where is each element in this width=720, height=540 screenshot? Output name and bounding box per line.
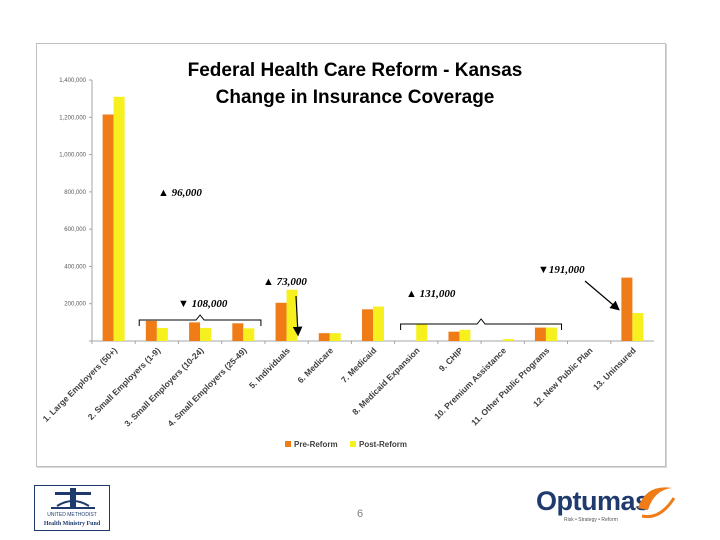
y-tick-label: 400,000 xyxy=(64,264,86,270)
y-tick-label: 1,200,000 xyxy=(59,115,86,121)
legend-label: Post-Reform xyxy=(359,440,407,449)
page-number: 6 xyxy=(356,508,364,520)
pre-reform-bar xyxy=(232,323,244,341)
category-label: 2. Small Employers (1-9) xyxy=(86,345,163,422)
post-reform-bar xyxy=(200,327,212,341)
category-label: 6. Medicare xyxy=(295,345,335,385)
united-methodist-logo: UNITED METHODIST Health Ministry Fund xyxy=(34,485,110,531)
church-cross-icon xyxy=(51,488,95,509)
post-reform-bar xyxy=(545,327,557,341)
legend-swatch xyxy=(350,441,356,447)
category-label: 10. Premium Assistance xyxy=(432,345,508,421)
category-label: 5. Individuals xyxy=(247,345,292,390)
annotation-label: ▲ 131,000 xyxy=(406,288,456,300)
chart-title: Federal Health Care Reform - Kansas Chan… xyxy=(160,57,550,111)
y-tick-label: 1,400,000 xyxy=(59,78,86,84)
post-reform-bar xyxy=(416,324,428,341)
pre-reform-bar xyxy=(275,302,287,341)
category-label: 3. Small Employers (10-24) xyxy=(122,345,205,428)
post-reform-bar xyxy=(502,339,514,341)
category-label: 7. Medicaid xyxy=(339,345,378,384)
category-label: 11. Other Public Programs xyxy=(469,345,551,427)
y-tick-label: 1,000,000 xyxy=(59,153,86,159)
legend-swatch xyxy=(285,441,291,447)
post-reform-bar xyxy=(329,333,341,341)
annotation-label: ▲ 73,000 xyxy=(263,276,307,288)
pre-reform-bar xyxy=(145,320,157,341)
chart-title-line1: Federal Health Care Reform - Kansas xyxy=(187,60,523,81)
brace xyxy=(138,314,262,326)
annotation-label: ▼ 108,000 xyxy=(178,298,228,310)
y-tick-label: 800,000 xyxy=(64,190,86,196)
pre-reform-bar xyxy=(189,322,201,341)
post-reform-bar xyxy=(373,306,384,341)
pre-reform-bar xyxy=(362,309,373,341)
logo-left-line2: Health Ministry Fund xyxy=(43,521,101,527)
optumas-logo: Optumas Risk • Strategy • Reform xyxy=(536,480,678,528)
category-label: 1. Large Employers (50+) xyxy=(41,345,120,424)
post-reform-bar xyxy=(156,327,168,341)
annotations: ▲ 96,000 ▼ 108,000 ▲ 73,000 ▲ 131,000 ▼191,0… xyxy=(138,187,620,337)
annotation-label: ▼191,000 xyxy=(538,264,585,276)
legend-label: Pre-Reform xyxy=(294,440,338,449)
y-tick-label: 600,000 xyxy=(64,227,86,233)
post-reform-bar xyxy=(243,328,255,341)
category-label: 4. Small Employers (25-49) xyxy=(165,345,248,428)
optumas-wordmark: Optumas xyxy=(536,486,650,516)
post-reform-bar xyxy=(286,289,298,341)
legend: Pre-Reform Post-Reform xyxy=(285,440,407,449)
chart-title-line2: Change in Insurance Coverage xyxy=(215,87,495,108)
chart-frame xyxy=(36,43,666,467)
logo-left-line1: UNITED METHODIST xyxy=(47,512,97,518)
pre-reform-bar xyxy=(534,327,546,341)
post-reform-bar xyxy=(632,313,644,341)
category-label: 13. Uninsured xyxy=(591,345,638,392)
axes: 200,000 400,000 600,000 800,000 1,000,000 1,2… xyxy=(59,78,654,344)
pre-reform-bar xyxy=(102,114,114,341)
arrow-individuals xyxy=(292,295,303,337)
brace xyxy=(400,318,563,330)
post-reform-bar xyxy=(459,329,471,341)
pre-reform-bar xyxy=(621,277,633,341)
pre-reform-bar xyxy=(318,333,330,341)
category-label: 9. CHIP xyxy=(437,345,465,373)
annotation-label: ▲ 96,000 xyxy=(158,187,202,199)
arrow-uninsured xyxy=(584,280,620,311)
category-labels: 1. Large Employers (50+)2. Small Employe… xyxy=(41,345,638,428)
post-reform-bar xyxy=(113,96,125,342)
bars xyxy=(102,96,644,342)
pre-reform-bar xyxy=(448,331,460,341)
y-tick-label: 200,000 xyxy=(64,302,86,308)
optumas-tagline: Risk • Strategy • Reform xyxy=(564,517,618,523)
swoosh-icon xyxy=(638,487,676,519)
